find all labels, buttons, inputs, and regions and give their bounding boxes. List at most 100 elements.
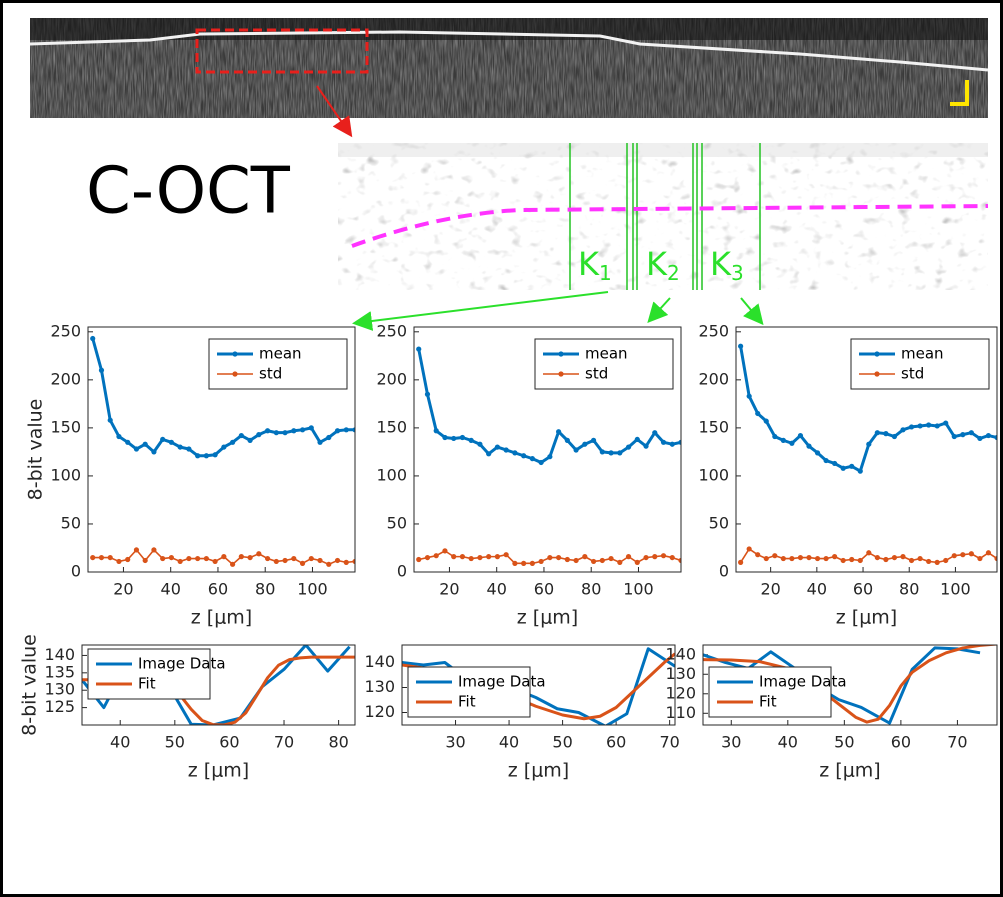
- chart: 120 130 140 30 40 50 60 70 z [μm] Image Data Fit: [364, 644, 680, 782]
- legend-label: mean: [901, 345, 944, 363]
- marker: [538, 459, 544, 466]
- marker: [634, 559, 640, 565]
- marker: [334, 428, 341, 434]
- zoom-image: [338, 143, 989, 290]
- marker: [195, 453, 201, 459]
- x-tick-label: 30: [721, 733, 741, 752]
- y-tick-label: 120: [364, 702, 395, 721]
- x-tick-label: 50: [834, 733, 854, 752]
- marker: [968, 430, 974, 436]
- marker: [582, 554, 588, 560]
- marker: [334, 557, 341, 564]
- x-axis-label: z [μm]: [191, 607, 252, 629]
- marker: [424, 554, 431, 561]
- marker: [477, 441, 483, 447]
- marker: [755, 410, 761, 417]
- marker: [564, 437, 570, 443]
- legend-label: Image Data: [759, 673, 847, 691]
- marker: [582, 441, 588, 447]
- marker: [849, 556, 855, 563]
- x-tick-label: 50: [552, 733, 572, 752]
- marker: [814, 555, 821, 562]
- marker: [669, 554, 675, 561]
- x-tick-label: 60: [853, 580, 873, 599]
- kernel-label: K3: [710, 245, 744, 285]
- marker: [951, 553, 957, 559]
- marker: [660, 553, 667, 559]
- marker: [977, 435, 983, 442]
- legend: mean std: [208, 338, 348, 390]
- marker: [317, 439, 323, 445]
- axes-box: [413, 326, 682, 573]
- marker: [547, 554, 553, 561]
- marker: [617, 559, 623, 565]
- legend-label: Image Data: [458, 673, 546, 691]
- marker: [512, 450, 518, 456]
- y-tick-label: 110: [665, 703, 696, 722]
- marker: [273, 558, 279, 565]
- y-tick-label: 50: [387, 513, 407, 532]
- marker: [326, 434, 332, 441]
- marker: [763, 555, 769, 562]
- marker: [442, 434, 448, 441]
- marker: [857, 557, 863, 564]
- marker: [797, 554, 804, 561]
- marker: [900, 554, 906, 560]
- marker: [230, 439, 236, 445]
- x-tick-label: 20: [113, 580, 133, 599]
- marker: [160, 555, 166, 562]
- marker: [125, 556, 131, 563]
- legend-label: mean: [259, 345, 302, 363]
- marker: [573, 447, 579, 453]
- marker: [755, 552, 761, 558]
- x-tick-label: 80: [581, 580, 601, 599]
- marker: [433, 428, 439, 434]
- marker: [503, 552, 509, 558]
- marker: [308, 425, 314, 431]
- x-tick-label: 60: [208, 580, 228, 599]
- marker: [203, 453, 209, 459]
- marker: [212, 452, 218, 458]
- zoom-arrow: [316, 85, 353, 138]
- legend: Image Data Fit: [407, 666, 546, 718]
- x-tick-label: 100: [623, 580, 654, 599]
- marker: [308, 555, 314, 562]
- marker: [538, 558, 544, 565]
- marker: [746, 393, 752, 399]
- marker: [247, 437, 253, 443]
- legend-marker: [874, 351, 880, 357]
- marker: [326, 561, 332, 567]
- marker: [264, 428, 271, 434]
- y-tick-label: 0: [719, 562, 729, 581]
- marker: [968, 551, 974, 557]
- marker: [256, 551, 262, 557]
- legend: mean std: [850, 338, 990, 390]
- plot: [738, 343, 997, 565]
- series-line: [402, 647, 675, 725]
- marker: [238, 432, 244, 439]
- oct-strip: [29, 18, 989, 118]
- marker: [917, 423, 923, 429]
- marker: [486, 554, 492, 560]
- marker: [494, 444, 501, 450]
- legend-marker: [232, 371, 238, 377]
- marker: [985, 550, 992, 556]
- marker: [660, 439, 667, 445]
- marker: [107, 417, 113, 423]
- y-tick-label: 150: [376, 417, 407, 436]
- marker: [891, 433, 898, 440]
- marker: [291, 555, 297, 562]
- marker: [738, 559, 744, 565]
- marker: [564, 556, 570, 563]
- y-tick-label: 200: [376, 369, 407, 388]
- marker: [943, 557, 949, 564]
- marker: [343, 559, 349, 565]
- marker: [116, 558, 122, 565]
- marker: [282, 430, 288, 436]
- legend-label: mean: [585, 345, 628, 363]
- y-tick-label: 130: [44, 680, 75, 699]
- x-tick-label: 60: [891, 733, 911, 752]
- marker: [107, 554, 113, 561]
- y-tick-label: 50: [709, 513, 729, 532]
